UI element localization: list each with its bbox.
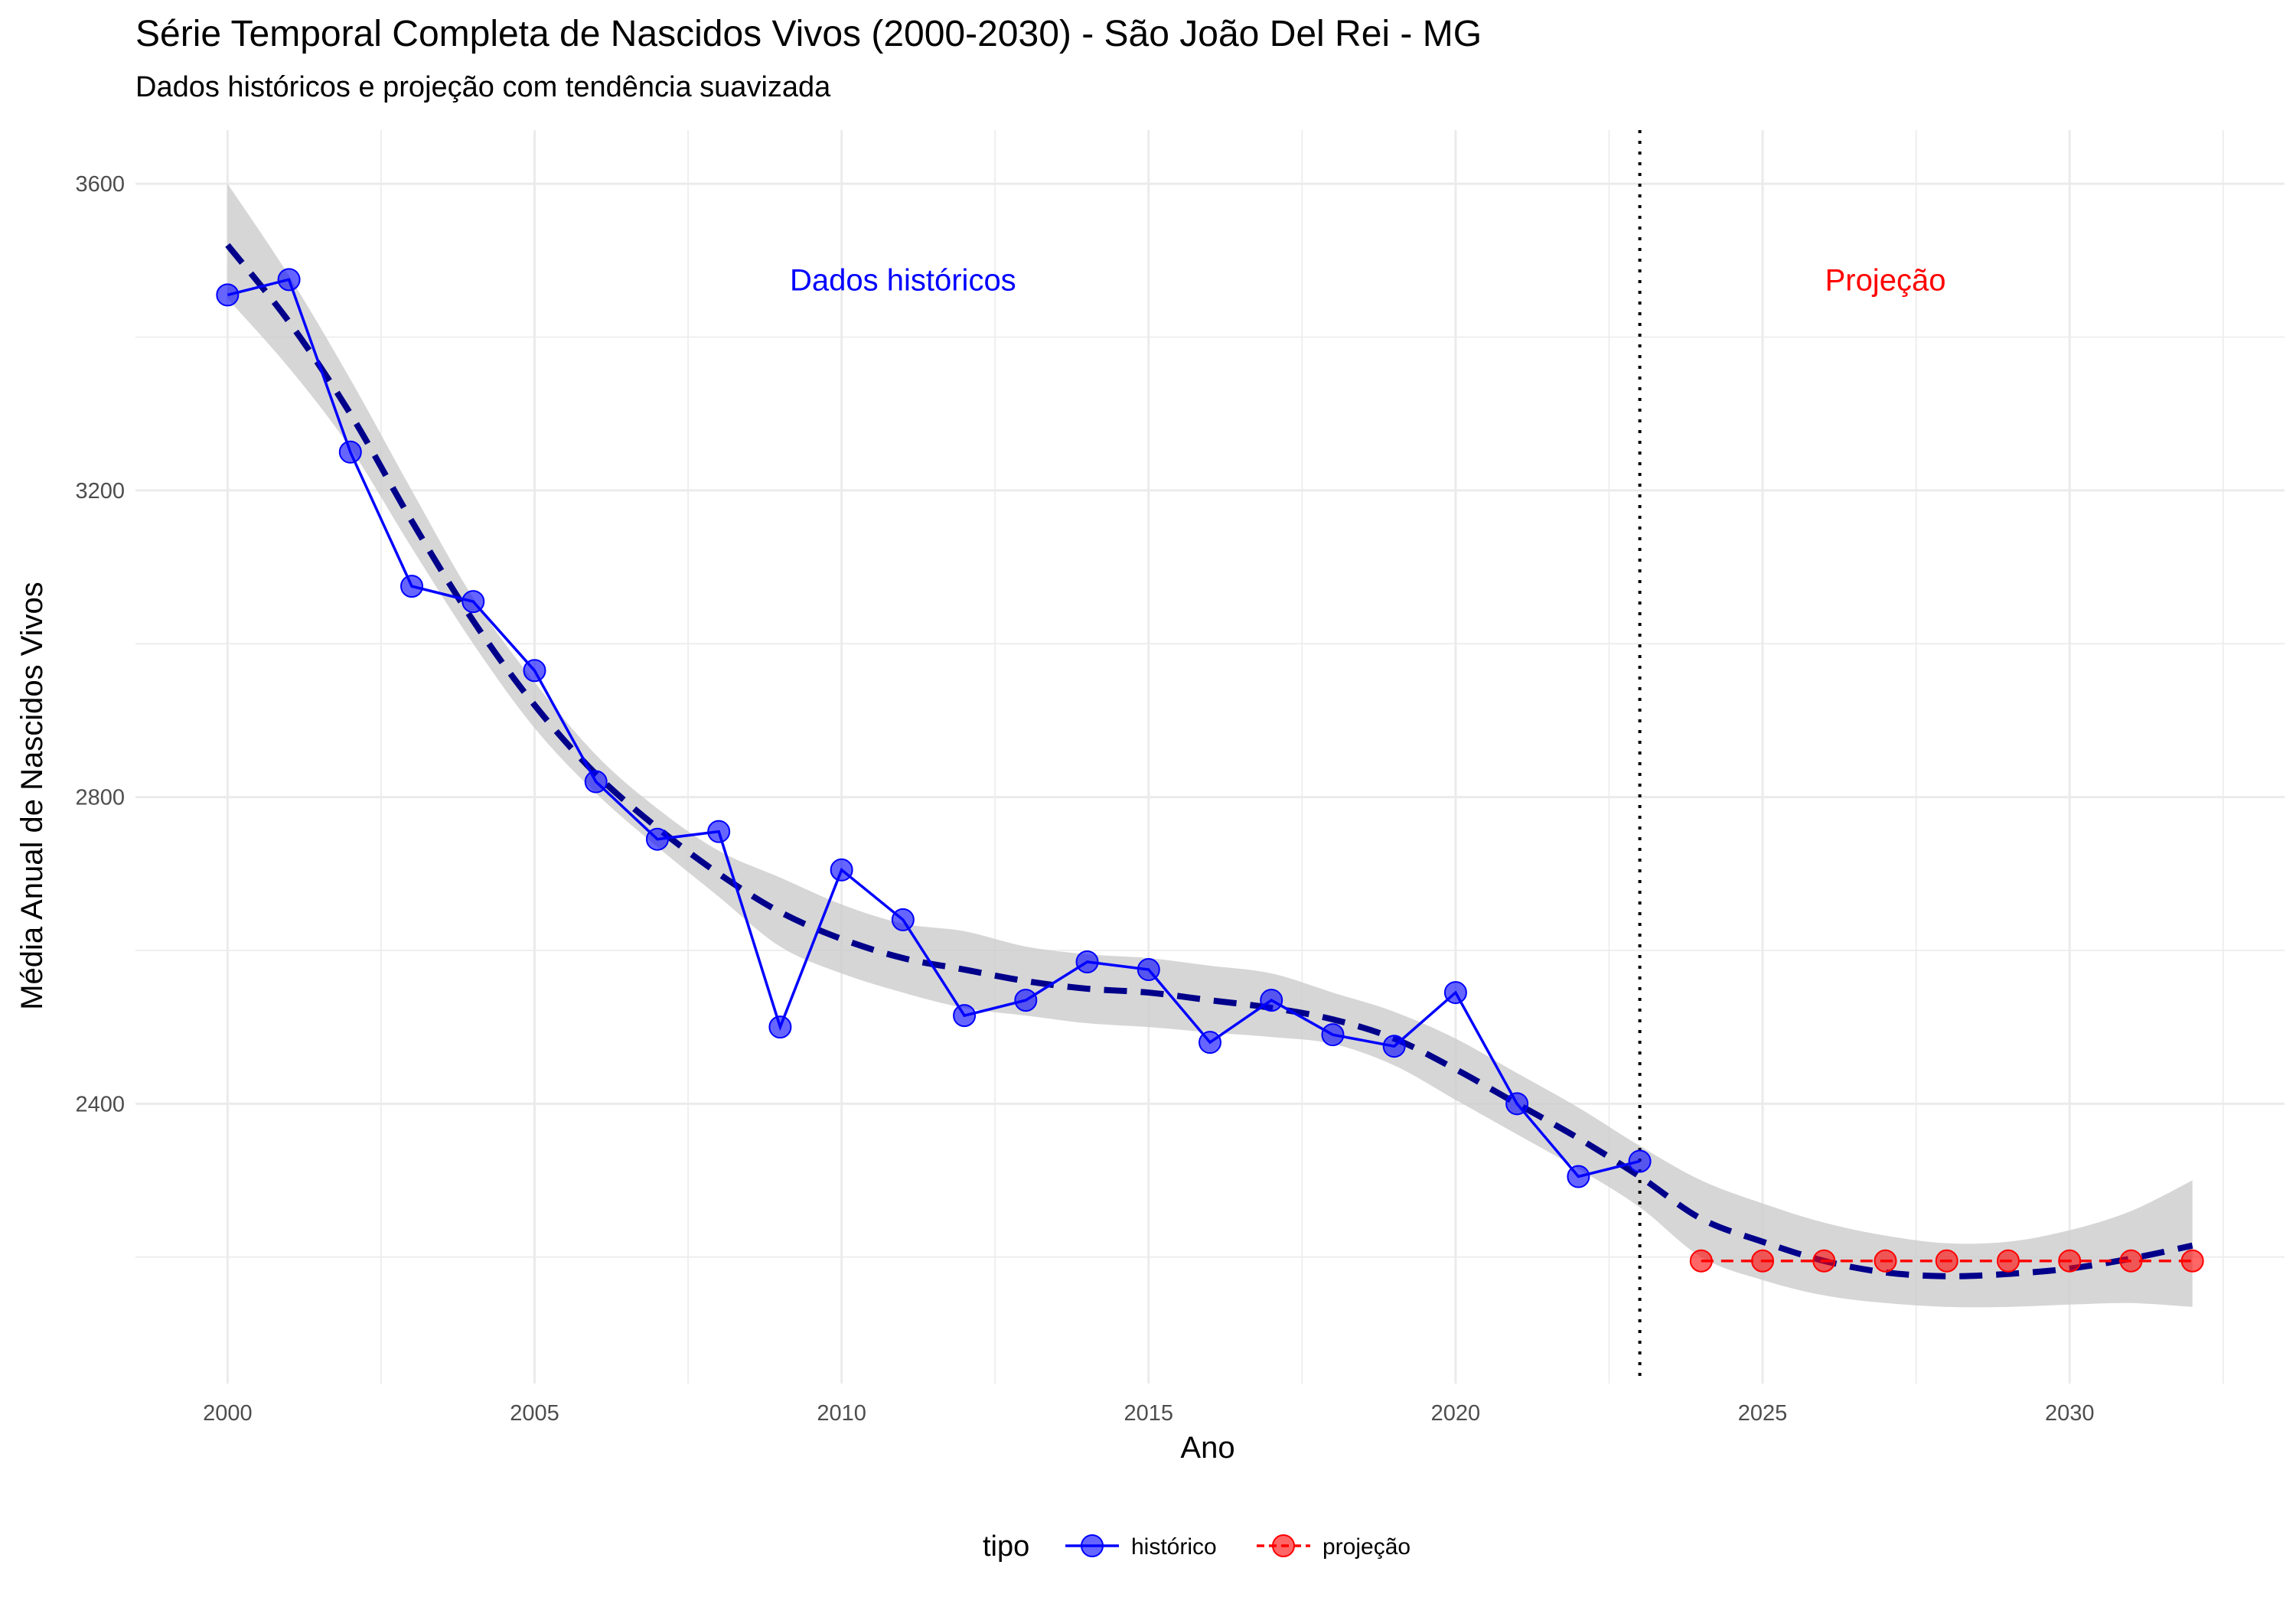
chart-title: Série Temporal Completa de Nascidos Vivo… <box>135 14 1482 54</box>
point-historico <box>830 858 853 882</box>
point-historico <box>523 659 546 683</box>
point-historico <box>1382 1035 1406 1058</box>
legend-key-point <box>1081 1534 1104 1557</box>
x-axis-ticks: 2000 2005 2010 2015 2020 2025 2030 <box>203 1401 2094 1426</box>
x-tick-label: 2025 <box>1738 1401 1788 1426</box>
point-historico <box>1199 1031 1221 1054</box>
x-tick-label: 2010 <box>817 1401 866 1426</box>
confidence-ribbon <box>227 184 2193 1308</box>
point-historico <box>768 1015 792 1039</box>
y-axis-title: Média Anual de Nascidos Vivos <box>15 582 49 1010</box>
point-projecao <box>1874 1249 1897 1273</box>
y-tick-label: 3200 <box>75 479 125 504</box>
y-tick-label: 2800 <box>75 786 125 810</box>
point-historico <box>1014 989 1038 1012</box>
annotation-historico: Dados históricos <box>790 263 1016 297</box>
point-historico <box>645 827 669 851</box>
point-projecao <box>1812 1249 1836 1273</box>
x-axis-title: Ano <box>1180 1431 1234 1465</box>
x-tick-label: 2020 <box>1431 1401 1481 1426</box>
legend-title: tipo <box>983 1530 1029 1563</box>
point-projecao <box>1751 1249 1775 1273</box>
point-historico <box>1505 1092 1529 1116</box>
confidence-ribbon-layer <box>227 184 2193 1308</box>
point-historico <box>584 770 608 794</box>
point-historico <box>1321 1023 1345 1047</box>
point-historico <box>277 268 301 292</box>
point-historico <box>400 575 424 598</box>
point-historico <box>1075 950 1099 973</box>
point-projecao <box>2058 1249 2082 1273</box>
point-projecao <box>2180 1249 2204 1273</box>
point-projecao <box>2119 1249 2143 1273</box>
point-historico <box>1567 1165 1590 1188</box>
trend-layer <box>225 243 2193 1279</box>
point-projecao <box>1689 1249 1713 1273</box>
point-historico <box>1260 989 1283 1012</box>
x-tick-label: 2030 <box>2045 1401 2095 1426</box>
annotation-layer: Dados históricos Projeção <box>790 263 1945 297</box>
legend-items: histórico projeção <box>1065 1534 1411 1560</box>
point-historico <box>338 440 362 464</box>
annotation-projecao: Projeção <box>1825 263 1946 297</box>
y-axis-ticks: 2400 2800 3200 3600 <box>75 172 125 1116</box>
point-historico <box>461 590 485 614</box>
x-tick-label: 2000 <box>203 1401 253 1426</box>
legend-label: histórico <box>1131 1534 1217 1560</box>
trend-line <box>225 243 2193 1279</box>
point-historico <box>216 283 240 307</box>
point-historico <box>1137 958 1160 982</box>
legend-item-historico: histórico <box>1065 1534 1217 1560</box>
point-historico <box>953 1004 977 1028</box>
point-historico <box>1628 1149 1652 1173</box>
point-projecao <box>1996 1249 2020 1273</box>
legend-key-point <box>1272 1534 1295 1557</box>
series-layer <box>216 268 2204 1273</box>
x-tick-label: 2015 <box>1124 1401 1174 1426</box>
legend: tipo histórico projeção <box>983 1530 1411 1563</box>
grid <box>135 130 2285 1384</box>
legend-item-projecao: projeção <box>1257 1534 1411 1560</box>
x-tick-label: 2005 <box>510 1401 559 1426</box>
point-projecao <box>1935 1249 1958 1273</box>
point-historico <box>1443 981 1467 1005</box>
legend-label: projeção <box>1322 1534 1411 1560</box>
point-historico <box>891 908 915 931</box>
chart-subtitle: Dados históricos e projeção com tendênci… <box>135 71 831 103</box>
point-historico <box>707 820 731 843</box>
y-tick-label: 2400 <box>75 1092 125 1116</box>
y-tick-label: 3600 <box>75 172 125 197</box>
